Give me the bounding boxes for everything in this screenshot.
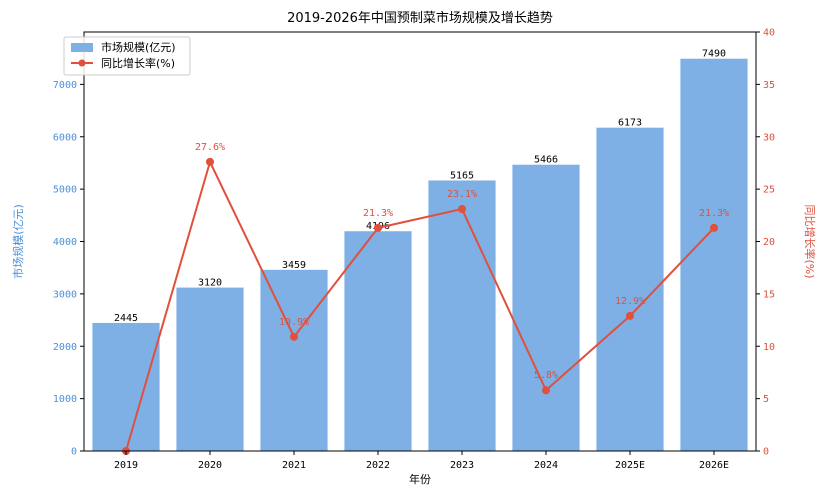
y-axis-right-label: 同比增长率(%) (803, 204, 817, 278)
y-left-tick-label: 3000 (53, 289, 77, 300)
x-tick-label: 2026E (699, 460, 729, 471)
x-axis-label: 年份 (409, 472, 431, 486)
growth-point-2023 (458, 205, 466, 214)
bars-layer (92, 58, 748, 452)
growth-line (125, 159, 715, 452)
growth-value-label: 10.9% (279, 317, 309, 328)
growth-point-2022 (374, 223, 382, 232)
bar-2024 (512, 164, 580, 451)
growth-point-2024 (542, 386, 550, 395)
growth-value-label: 27.6% (195, 142, 225, 153)
growth-point-2025E (626, 311, 634, 320)
bar-2022 (344, 231, 412, 451)
y-axis-left: 0 1000 2000 3000 4000 5000 6000 7000 (53, 80, 84, 458)
bar-value-label: 6173 (618, 118, 642, 129)
legend-bar-swatch (71, 43, 93, 52)
growth-value-label: 23.1% (447, 189, 477, 200)
y-left-tick-label: 6000 (53, 132, 77, 143)
legend-bar-label: 市场规模(亿元) (101, 40, 176, 54)
y-right-tick-label: 10 (763, 342, 775, 353)
growth-point-2020 (206, 157, 214, 166)
y-left-tick-label: 1000 (53, 394, 77, 405)
y-right-tick-label: 20 (763, 237, 775, 248)
legend-line-label: 同比增长率(%) (101, 56, 175, 70)
y-right-tick-label: 15 (763, 289, 775, 300)
bar-value-label: 3120 (198, 278, 222, 289)
bar-2026E (680, 58, 748, 452)
bar-2021 (260, 269, 328, 451)
growth-value-label: 21.3% (699, 208, 729, 219)
growth-labels-layer: 27.6% 10.9% 21.3% 23.1% 5.8% 12.9% 21.3% (195, 142, 729, 381)
y-axis-left-label: 市场规模(亿元) (11, 204, 25, 279)
chart-title: 2019-2026年中国预制菜市场规模及增长趋势 (287, 10, 553, 26)
bar-value-label: 3459 (282, 260, 306, 271)
x-tick-label: 2021 (282, 460, 306, 471)
legend-box (63, 36, 191, 76)
y-right-tick-label: 40 (763, 28, 775, 39)
growth-value-label: 5.8% (534, 370, 558, 381)
legend-line-marker (78, 59, 86, 67)
growth-value-label: 12.9% (615, 296, 645, 307)
y-right-tick-label: 5 (763, 394, 769, 405)
x-tick-label: 2025E (615, 460, 645, 471)
x-tick-label: 2019 (114, 460, 138, 471)
y-left-tick-label: 4000 (53, 237, 77, 248)
bar-2019 (92, 322, 160, 451)
bar-value-label: 5466 (534, 155, 558, 166)
x-tick-label: 2024 (534, 460, 558, 471)
x-tick-label: 2020 (198, 460, 222, 471)
y-right-tick-label: 35 (763, 80, 775, 91)
bar-2023 (428, 180, 496, 451)
y-axis-right: 0 5 10 15 20 25 30 35 40 (756, 28, 775, 458)
bar-2025E (596, 127, 664, 452)
y-right-tick-label: 25 (763, 185, 775, 196)
growth-point-2026E (710, 223, 718, 232)
y-left-tick-label: 5000 (53, 185, 77, 196)
x-tick-label: 2023 (450, 460, 474, 471)
growth-line-layer (122, 157, 718, 455)
y-left-tick-label: 7000 (53, 80, 77, 91)
bar-2020 (176, 287, 244, 451)
y-left-tick-label: 2000 (53, 342, 77, 353)
x-axis: 2019 2020 2021 2022 2023 2024 2025E 2026E (114, 451, 729, 471)
bar-value-label: 2445 (114, 313, 138, 324)
y-right-tick-label: 0 (763, 447, 769, 458)
growth-point-2021 (290, 332, 298, 341)
y-right-tick-label: 30 (763, 132, 775, 143)
y-left-tick-label: 0 (71, 447, 77, 458)
legend: 市场规模(亿元) 同比增长率(%) (63, 36, 191, 76)
x-tick-label: 2022 (366, 460, 390, 471)
growth-value-label: 21.3% (363, 208, 393, 219)
bar-value-label: 5165 (450, 170, 474, 181)
bar-value-label: 7490 (702, 49, 726, 60)
